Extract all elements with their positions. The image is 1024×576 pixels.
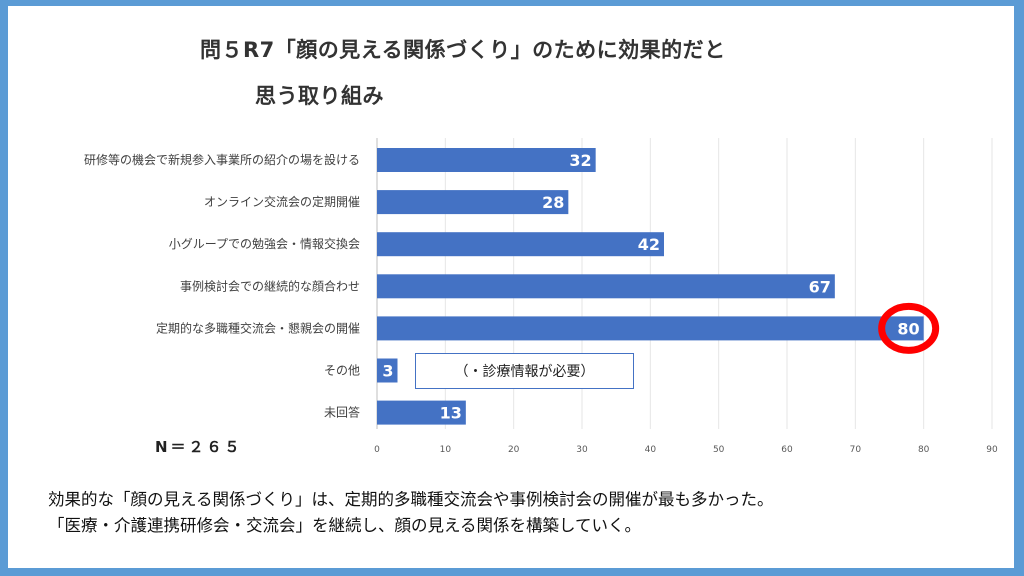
x-tick-label: 20 [508,445,520,455]
bar [377,190,569,215]
data-label: 67 [809,277,831,296]
x-tick-label: 90 [986,445,998,455]
bar [377,358,398,383]
data-label: 28 [542,193,564,212]
category-label: オンライン交流会の定期開催 [204,194,360,209]
note-text: （・診療情報が必要） [454,364,595,380]
data-label: 13 [440,404,462,423]
bar [377,316,924,341]
chart-title-line-2: 思う取り組み [255,84,384,108]
x-tick-label: 70 [850,445,862,455]
x-tick-label: 10 [440,445,452,455]
bar [377,232,664,257]
category-label: 未回答 [324,405,360,420]
x-tick-label: 80 [918,445,930,455]
summary-line-1: 効果的な「顔の見える関係づくり」は、定期的多職種交流会や事例検討会の開催が最も多… [48,490,774,509]
bars: 32 28 42 67 80 3 13 [377,148,924,425]
data-label: 80 [897,319,919,338]
x-tick-label: 50 [713,445,725,455]
data-label: 32 [569,151,591,170]
category-label: 定期的な多職種交流会・懇親会の開催 [156,320,360,335]
x-tick-label: 40 [645,445,657,455]
category-label: その他 [324,364,360,378]
note-box: （・診療情報が必要） [415,353,634,389]
chart-title-line-1: 問５R7「顔の見える関係づくり」のために効果的だと [200,38,726,62]
x-tick-label: 0 [374,445,380,455]
category-label: 小グループでの勉強会・情報交換会 [169,236,360,251]
category-label: 研修等の機会で新規参入事業所の紹介の場を設ける [84,152,360,167]
bar [377,400,466,425]
x-tick-label: 30 [576,445,588,455]
sample-size-label: N＝２６５ [155,438,243,456]
summary-line-2: 「医療・介護連携研修会・交流会」を継続し、顔の見える関係を構築していく。 [48,516,642,535]
x-tick-label: 60 [781,445,793,455]
data-label: 42 [638,235,660,254]
highlight-circle [878,302,940,354]
bar [377,148,596,172]
category-label: 事例検討会での継続的な顔合わせ [180,278,360,293]
bar [377,274,835,299]
x-axis-ticks: 0 10 20 30 40 50 60 70 80 90 [374,445,998,455]
highlight-layer [878,302,940,354]
category-labels: 研修等の機会で新規参入事業所の紹介の場を設けるオンライン交流会の定期開催小グルー… [84,152,360,420]
data-label: 3 [382,362,393,381]
